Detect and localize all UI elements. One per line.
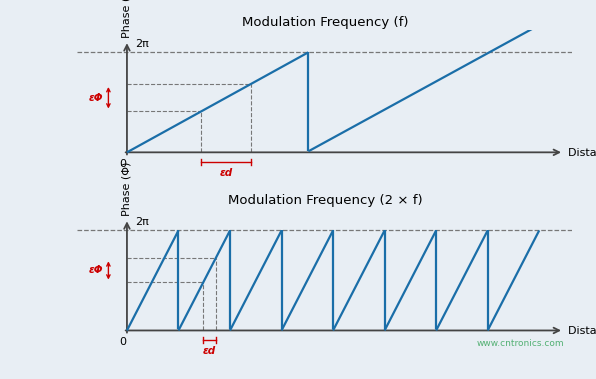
Title: Modulation Frequency (f): Modulation Frequency (f) <box>241 16 408 29</box>
Text: Phase (Φ): Phase (Φ) <box>122 0 132 38</box>
Text: 2π: 2π <box>135 39 149 49</box>
Text: www.cntronics.com: www.cntronics.com <box>476 340 564 348</box>
Text: 0: 0 <box>119 159 126 169</box>
Text: Phase (Φ): Phase (Φ) <box>122 162 132 216</box>
Text: εd: εd <box>203 346 216 357</box>
Text: εΦ: εΦ <box>89 265 103 276</box>
Text: 0: 0 <box>119 337 126 348</box>
Text: Distance (d): Distance (d) <box>568 147 596 157</box>
Text: Distance (d): Distance (d) <box>568 326 596 335</box>
Text: 2π: 2π <box>135 218 149 227</box>
Text: εd: εd <box>219 168 232 179</box>
Text: εΦ: εΦ <box>89 93 103 103</box>
Title: Modulation Frequency (2 × f): Modulation Frequency (2 × f) <box>228 194 422 207</box>
